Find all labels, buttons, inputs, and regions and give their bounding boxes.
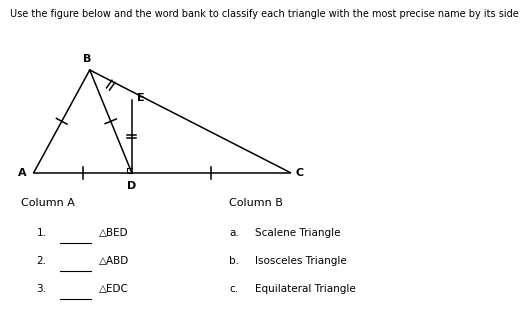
Text: Use the figure below and the word bank to classify each triangle with the most p: Use the figure below and the word bank t… — [10, 9, 521, 19]
Text: Column A: Column A — [21, 198, 75, 208]
Text: C: C — [295, 168, 303, 178]
Text: E: E — [138, 93, 145, 103]
Text: B: B — [83, 54, 92, 64]
Text: A: A — [18, 168, 27, 178]
Text: △BED: △BED — [99, 228, 129, 238]
Text: 1.: 1. — [36, 228, 46, 238]
Text: Scalene Triangle: Scalene Triangle — [255, 228, 341, 238]
Text: D: D — [127, 181, 137, 191]
Text: Column B: Column B — [229, 198, 283, 208]
Text: a.: a. — [229, 228, 239, 238]
Text: b.: b. — [229, 256, 239, 266]
Text: 3.: 3. — [36, 284, 46, 294]
Text: △ABD: △ABD — [99, 256, 129, 266]
Text: Isosceles Triangle: Isosceles Triangle — [255, 256, 347, 266]
Text: △EDC: △EDC — [99, 284, 129, 294]
Text: 2.: 2. — [36, 256, 46, 266]
Text: Equilateral Triangle: Equilateral Triangle — [255, 284, 356, 294]
Text: c.: c. — [229, 284, 239, 294]
